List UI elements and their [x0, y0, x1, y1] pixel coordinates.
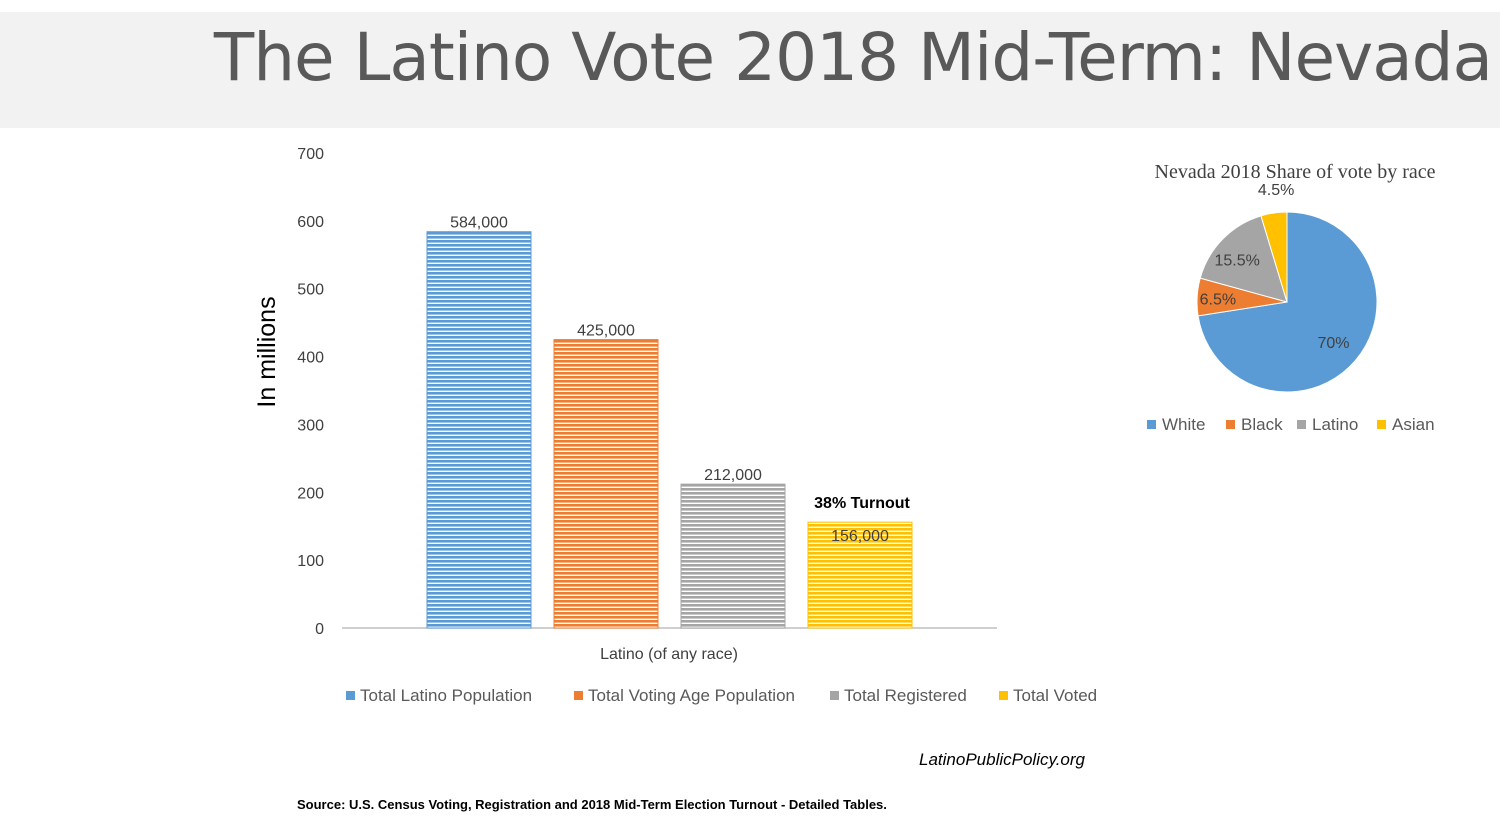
- pie-data-label: 15.5%: [1215, 252, 1260, 269]
- bar-data-label: 584,000: [450, 215, 508, 232]
- y-tick-label: 100: [297, 553, 324, 570]
- bar-data-label: 212,000: [704, 467, 762, 484]
- title-band: [0, 12, 1500, 128]
- x-category-label: Latino (of any race): [600, 646, 738, 663]
- pie-slice-white: [1197, 211, 1378, 393]
- bar-total-voted: [807, 521, 913, 629]
- legend-label: Total Registered: [844, 686, 967, 705]
- pie-legend-label: Black: [1241, 415, 1283, 434]
- legend-label: Total Voting Age Population: [588, 686, 795, 705]
- y-tick-label: 400: [297, 350, 324, 367]
- pie-legend-swatch: [1297, 420, 1306, 429]
- bar-chart: In millions 0 100 200 300 400 500 600 700 584,0…: [253, 146, 1097, 705]
- legend-label: Total Voted: [1013, 686, 1097, 705]
- y-tick-label: 700: [297, 146, 324, 163]
- turnout-annotation: 38% Turnout: [814, 495, 910, 512]
- pie-data-label: 6.5%: [1200, 292, 1236, 309]
- pie-title: Nevada 2018 Share of vote by race: [1155, 161, 1436, 183]
- pie-legend-swatch: [1147, 420, 1156, 429]
- y-axis-label: In millions: [253, 296, 281, 407]
- pie-legend-swatch: [1226, 420, 1235, 429]
- legend-swatch: [346, 691, 355, 700]
- bar-total-registered: [680, 483, 786, 629]
- y-tick-label: 500: [297, 282, 324, 299]
- bar-data-label: 425,000: [577, 323, 635, 340]
- pie-data-label: 4.5%: [1258, 182, 1294, 199]
- y-tick-label: 200: [297, 485, 324, 502]
- bar-total-latino-population: [426, 231, 532, 629]
- pie-legend-label: White: [1162, 415, 1205, 434]
- pie-legend-swatch: [1377, 420, 1386, 429]
- page-title: The Latino Vote 2018 Mid-Term: Nevada: [213, 19, 1493, 96]
- y-tick-label: 600: [297, 214, 324, 231]
- pie-slice-latino: [1199, 215, 1288, 303]
- pie-legend-label: Asian: [1392, 415, 1435, 434]
- legend-swatch: [574, 691, 583, 700]
- y-tick-label: 300: [297, 417, 324, 434]
- bar-data-label: 156,000: [831, 528, 889, 545]
- legend-swatch: [999, 691, 1008, 700]
- y-tick-label: 0: [315, 621, 324, 638]
- pie-chart: Nevada 2018 Share of vote by race 70% 6.5…: [1147, 161, 1436, 434]
- pie-legend-label: Latino: [1312, 415, 1358, 434]
- pie-slice-asian: [1260, 211, 1288, 303]
- credit-text: LatinoPublicPolicy.org: [919, 750, 1085, 769]
- bar-total-voting-age-population: [553, 339, 659, 629]
- pie-data-label: 70%: [1317, 335, 1349, 352]
- legend-swatch: [830, 691, 839, 700]
- legend-label: Total Latino Population: [360, 686, 532, 705]
- source-note: Source: U.S. Census Voting, Registration…: [297, 797, 887, 812]
